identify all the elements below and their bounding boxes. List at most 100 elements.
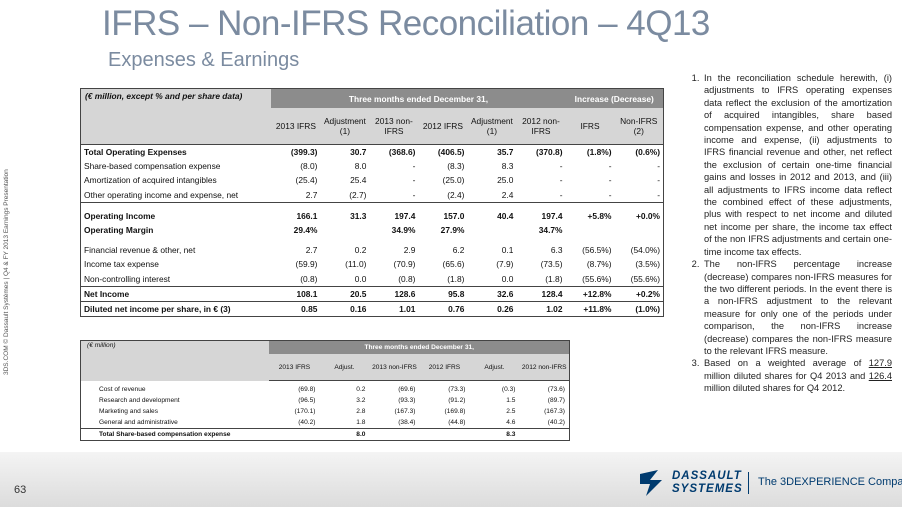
cell: (54.0%) [630, 245, 660, 256]
cell: (1.8) [447, 273, 465, 284]
cell: (73.3) [448, 386, 466, 393]
cell: 108.1 [271, 285, 321, 302]
footnote: Based on a weighted average of 127.9 mil… [702, 357, 892, 394]
cell: (8.7%) [586, 259, 612, 270]
column-header: 2013 IFRS [271, 108, 321, 145]
cell [369, 428, 420, 441]
row-label: Share-based compensation expense [84, 161, 221, 172]
cell: 8.0 [319, 428, 370, 441]
cell: - [412, 161, 416, 172]
cell: (8.0) [300, 161, 318, 172]
row-label: Income tax expense [84, 259, 159, 270]
column-header: 2013 non-IFRS [369, 108, 419, 145]
table-row: Net Income 108.1 20.5 128.6 95.8 32.6 128.4 +12… [80, 285, 664, 302]
column-header-row: 2013 IFRS Adjust. 2013 non-IFRS 2012 IFRS Ad… [81, 354, 570, 381]
cell: 1.5 [506, 397, 516, 404]
cell: 6.3 [550, 245, 563, 256]
cell: (25.4) [295, 175, 318, 186]
reconciliation-table: (€ million, except % and per share data)… [80, 88, 664, 318]
cell: 6.2 [452, 245, 465, 256]
cell: (2.7) [349, 189, 367, 200]
cell: - [559, 189, 563, 200]
cell: (370.8) [516, 144, 566, 160]
cell: (69.8) [298, 386, 316, 393]
row-label: Total Share-based compensation expense [80, 428, 270, 441]
cell: 2.8 [356, 408, 366, 415]
cell: (1.8) [545, 273, 563, 284]
table-row: Share-based compensation expense (8.0) 8.0… [81, 159, 664, 173]
cell: 3.2 [356, 397, 366, 404]
row-label: Amortization of acquired intangibles [84, 175, 217, 186]
cell: 8.0 [354, 161, 367, 172]
cell: 2.9 [403, 245, 416, 256]
footer-band [0, 452, 902, 507]
cell: (65.6) [442, 259, 465, 270]
row-label: Financial revenue & other, net [84, 245, 196, 256]
cell: 32.6 [467, 285, 517, 302]
cell: +0.0% [614, 201, 664, 223]
column-header: Adjust. [319, 354, 370, 381]
cell: (1.8%) [565, 144, 615, 160]
unit-label: (€ million) [80, 340, 270, 381]
cell: 157.0 [418, 201, 468, 223]
cell: (170.1) [294, 408, 316, 415]
cell: 0.0 [354, 273, 367, 284]
cell: (3.5%) [635, 259, 660, 270]
row-label: Operating Income [80, 201, 272, 223]
cell: 197.4 [516, 201, 566, 223]
cell: - [657, 175, 660, 186]
cell: (55.6%) [630, 273, 660, 284]
side-note: 3DS.COM © Dassault Systèmes | Q4 & FY 20… [3, 169, 10, 375]
brand-bottom: SYSTEMES [672, 483, 743, 495]
group-header: Increase (Decrease) [565, 88, 664, 108]
cell: +0.2% [614, 285, 664, 302]
cell: (169.8) [444, 408, 466, 415]
footnote: In the reconciliation schedule herewith,… [702, 72, 892, 258]
column-header-row: 2013 IFRS Adjustment (1) 2013 non-IFRS 2012… [81, 108, 664, 145]
cell: - [657, 161, 660, 172]
row-label: General and administrative [99, 419, 178, 426]
cell: 2.7 [305, 245, 318, 256]
table-row: Research and development (96.5) 3.2 (93.3) (… [81, 395, 570, 406]
column-header: 2013 IFRS [269, 354, 320, 381]
unit-label: (€ million, except % and per share data) [80, 88, 272, 145]
cell: (91.2) [448, 397, 466, 404]
cell: 29.4% [293, 225, 318, 236]
table-row: Total Share-based compensation expense 8.… [80, 428, 570, 441]
cell: (0.8) [398, 273, 416, 284]
table-row: General and administrative (40.2) 1.8 (38.4… [81, 417, 570, 429]
cell: (44.8) [448, 419, 466, 426]
column-header: 2013 non-IFRS [369, 354, 420, 381]
footnotes: In the reconciliation schedule herewith,… [678, 72, 892, 395]
cell: (368.6) [369, 144, 419, 160]
logo-mark [640, 470, 662, 496]
cell: 128.6 [369, 285, 419, 302]
row-label: Net Income [80, 285, 272, 302]
logo: DASSAULT SYSTEMES The 3DEXPERIENCE Compa… [636, 466, 902, 500]
cell: 30.7 [320, 144, 370, 160]
cell: 35.7 [467, 144, 517, 160]
cell: 40.4 [467, 201, 517, 223]
cell [269, 428, 320, 441]
cell: (2.4) [447, 189, 465, 200]
row-label: Diluted net income per share, in € (3) [80, 300, 272, 317]
cell: 1.02 [516, 300, 566, 317]
table-body: Total Operating Expenses (399.3) 30.7 (368.… [80, 144, 664, 317]
cell: - [608, 175, 612, 186]
underlined-figure: 126.4 [868, 370, 892, 381]
table-row: Income tax expense (59.9) (11.0) (70.9) (65.… [81, 257, 664, 271]
cell [615, 223, 664, 237]
cell [566, 223, 615, 237]
cell: - [608, 189, 612, 200]
cell: +5.8% [565, 201, 615, 223]
cell: - [608, 161, 612, 172]
footnote-text: million diluted shares for Q4 2013 and [704, 370, 869, 381]
cell: +11.8% [565, 300, 615, 317]
footnote: The non-IFRS percentage increase (decrea… [702, 258, 892, 357]
cell: 2.5 [506, 408, 516, 415]
group-header-row: (€ million) Three months ended December 3… [80, 340, 570, 381]
cell: 8.3 [501, 161, 514, 172]
cell: 25.0 [497, 175, 514, 186]
cell [419, 428, 470, 441]
